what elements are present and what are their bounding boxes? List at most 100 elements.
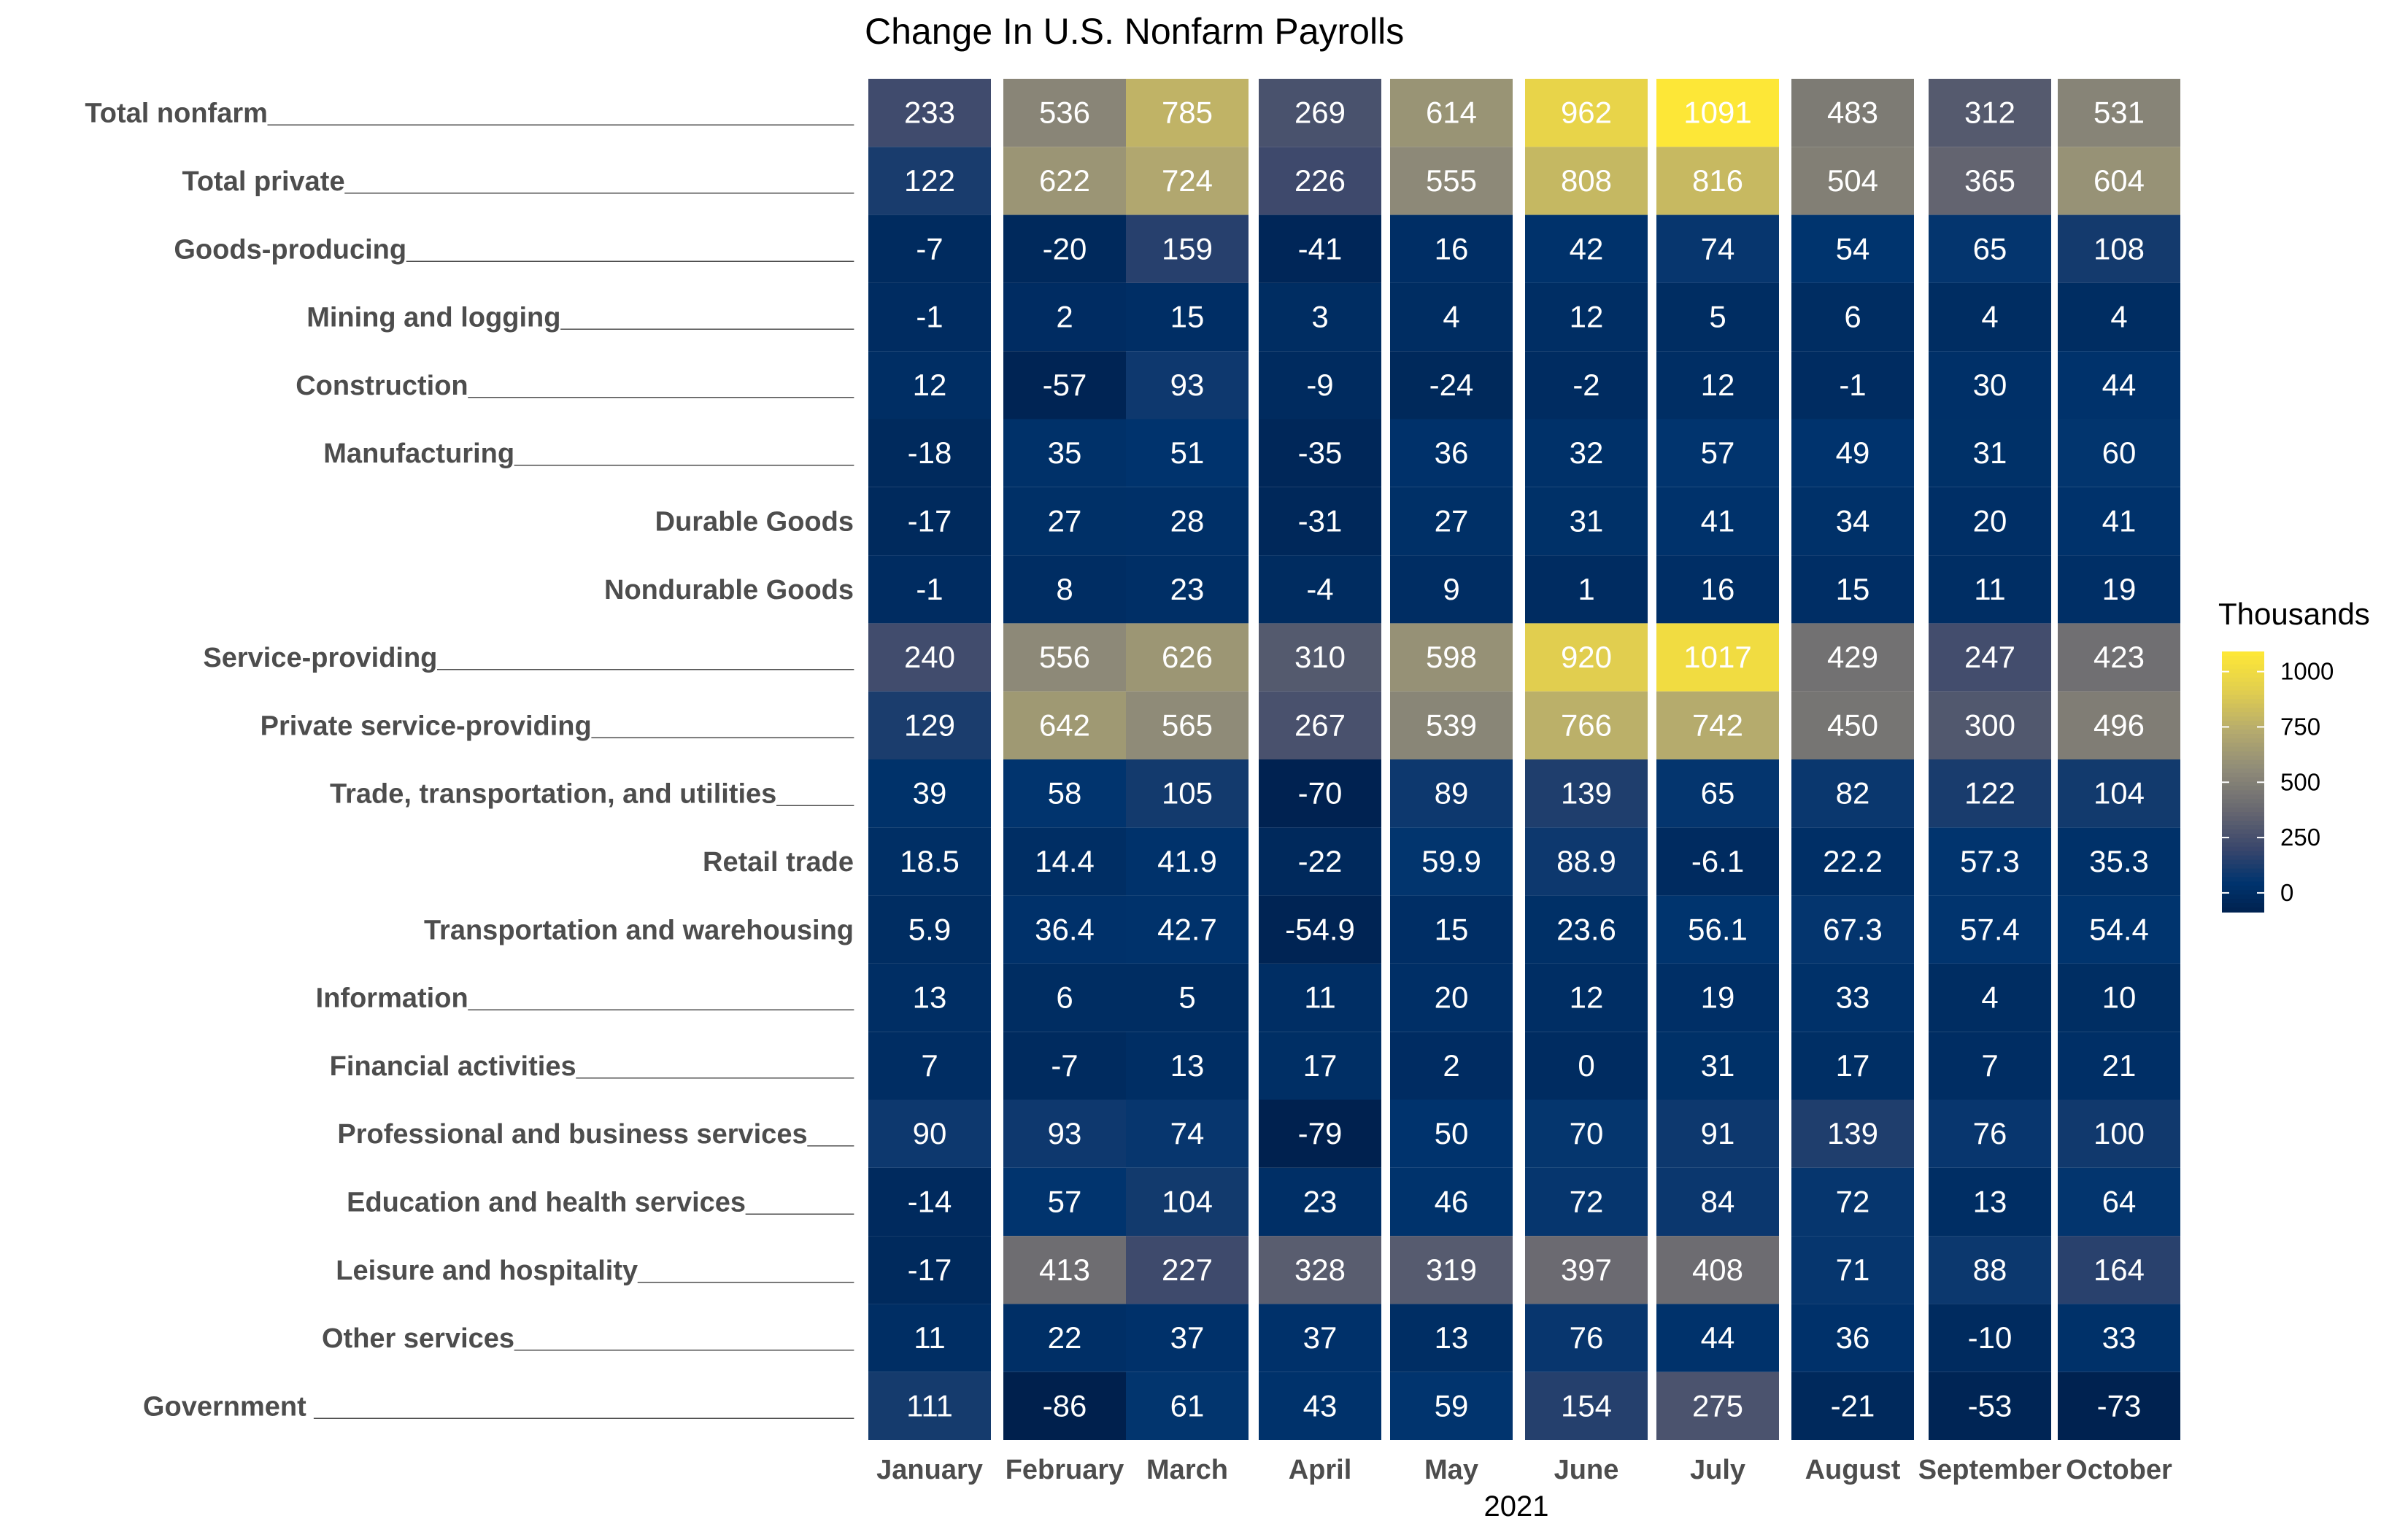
cell-value-label: 34 bbox=[1836, 503, 1870, 538]
cell-value-label: 14.4 bbox=[1035, 844, 1095, 878]
heatmap-cell bbox=[1525, 419, 1648, 487]
heatmap-cell bbox=[1003, 214, 1126, 283]
cell-value-label: 6 bbox=[1056, 980, 1073, 1015]
cell-value-label: -31 bbox=[1298, 503, 1343, 538]
heatmap-cell bbox=[1656, 79, 1779, 147]
column-label: August bbox=[1805, 1455, 1901, 1485]
cell-value-label: 13 bbox=[1435, 1320, 1469, 1355]
cell-value-label: 0 bbox=[1578, 1048, 1594, 1083]
cell-value-label: 84 bbox=[1701, 1184, 1735, 1218]
heatmap-cell bbox=[1003, 691, 1126, 759]
cell-value-label: 91 bbox=[1701, 1116, 1735, 1150]
cell-value-label: 310 bbox=[1294, 640, 1346, 674]
row-label: Education and health services_______ bbox=[347, 1187, 854, 1218]
cell-value-label: -20 bbox=[1043, 231, 1087, 266]
heatmap-cell bbox=[1656, 1236, 1779, 1304]
legend-colorbar-segment bbox=[2222, 681, 2264, 687]
heatmap-cell bbox=[1390, 282, 1513, 352]
heatmap-cell bbox=[2058, 1304, 2180, 1372]
heatmap-cell bbox=[1003, 555, 1126, 624]
cell-value-label: -7 bbox=[916, 231, 943, 266]
row-label: Transportation and warehousing bbox=[424, 915, 854, 945]
heatmap-cell bbox=[1003, 487, 1126, 556]
color-legend: Thousands 0 250 500 750 1000 bbox=[2218, 597, 2370, 913]
cell-value-label: 72 bbox=[1570, 1184, 1604, 1218]
heatmap-cell bbox=[1003, 963, 1126, 1032]
cell-value-label: 11 bbox=[1974, 572, 2006, 606]
heatmap-cell bbox=[1126, 1236, 1249, 1304]
heatmap-cell bbox=[2058, 214, 2180, 283]
legend-ticks: 0 250 500 750 1000 bbox=[2222, 658, 2334, 906]
heatmap-cell bbox=[868, 895, 991, 964]
legend-colorbar-segment bbox=[2222, 651, 2264, 657]
heatmap-cell bbox=[868, 1099, 991, 1168]
cell-value-label: 22 bbox=[1048, 1320, 1082, 1355]
heatmap-cell bbox=[1929, 487, 2051, 556]
cell-value-label: 36 bbox=[1435, 436, 1469, 470]
heatmap-cell bbox=[1929, 623, 2051, 692]
cell-value-label: 33 bbox=[2102, 1320, 2137, 1355]
heatmap-cell bbox=[868, 623, 991, 692]
legend-colorbar-segment bbox=[2222, 846, 2264, 852]
heatmap-cell bbox=[2058, 963, 2180, 1032]
heatmap-cell bbox=[1656, 1167, 1779, 1237]
cell-value-label: 30 bbox=[1973, 368, 2007, 402]
row-label: Information_________________________ bbox=[316, 983, 854, 1014]
legend-colorbar-segment bbox=[2222, 734, 2264, 739]
cell-value-label: 319 bbox=[1426, 1253, 1477, 1287]
heatmap-cell bbox=[1929, 1167, 2051, 1237]
heatmap-cell bbox=[1259, 487, 1381, 556]
cell-value-label: 31 bbox=[1570, 503, 1604, 538]
heatmap-cell bbox=[1791, 214, 1914, 283]
heatmap-cell bbox=[1390, 895, 1513, 964]
heatmap-cell bbox=[1390, 79, 1513, 147]
cell-value-label: 328 bbox=[1294, 1253, 1346, 1287]
cell-value-label: 962 bbox=[1561, 96, 1612, 130]
heatmap-cell bbox=[1525, 1372, 1648, 1440]
heatmap-cell bbox=[868, 691, 991, 759]
cell-value-label: 105 bbox=[1162, 776, 1213, 811]
cell-value-label: 51 bbox=[1170, 436, 1205, 470]
legend-colorbar-segment bbox=[2222, 673, 2264, 678]
heatmap-cell bbox=[1126, 79, 1249, 147]
legend-colorbar-segment bbox=[2222, 690, 2264, 696]
cell-value-label: 76 bbox=[1973, 1116, 2007, 1150]
heatmap-cell bbox=[1791, 895, 1914, 964]
legend-colorbar-segment bbox=[2222, 725, 2264, 730]
heatmap-cell bbox=[868, 214, 991, 283]
cell-value-label: 413 bbox=[1039, 1253, 1090, 1287]
column-label: September bbox=[1918, 1455, 2062, 1485]
cell-value-label: 267 bbox=[1294, 708, 1346, 742]
heatmap-cell bbox=[1003, 79, 1126, 147]
heatmap-cell bbox=[1003, 351, 1126, 419]
cell-value-label: 766 bbox=[1561, 708, 1612, 742]
heatmap-cell bbox=[1390, 555, 1513, 624]
heatmap-cell bbox=[1791, 1167, 1914, 1237]
heatmap-cell bbox=[1390, 1167, 1513, 1237]
cell-value-label: 9 bbox=[1443, 572, 1459, 606]
cell-value-label: 13 bbox=[1170, 1048, 1205, 1083]
cell-value-label: -1 bbox=[1839, 368, 1866, 402]
cell-value-label: 227 bbox=[1162, 1253, 1213, 1287]
legend-colorbar-segment bbox=[2222, 868, 2264, 874]
cell-value-label: 13 bbox=[913, 980, 947, 1015]
legend-colorbar-segment bbox=[2222, 781, 2264, 787]
heatmap-cell bbox=[1126, 1372, 1249, 1440]
heatmap-cell bbox=[1259, 419, 1381, 487]
cell-value-label: 15 bbox=[1435, 912, 1469, 946]
heatmap-cell bbox=[1126, 895, 1249, 964]
cell-value-label: 122 bbox=[1964, 776, 2015, 811]
heatmap-cell bbox=[1929, 759, 2051, 828]
heatmap-cell bbox=[868, 351, 991, 419]
cell-value-label: 920 bbox=[1561, 640, 1612, 674]
heatmap-cell bbox=[1003, 895, 1126, 964]
heatmap-cell bbox=[1929, 555, 2051, 624]
heatmap-cell bbox=[868, 1032, 991, 1100]
legend-colorbar-segment bbox=[2222, 759, 2264, 765]
cell-value-label: 31 bbox=[1701, 1048, 1735, 1083]
cell-value-label: 31 bbox=[1973, 436, 2007, 470]
heatmap-cell bbox=[2058, 1167, 2180, 1237]
legend-tick-label: 1000 bbox=[2280, 658, 2334, 685]
cell-value-label: 90 bbox=[913, 1116, 947, 1150]
heatmap-cell bbox=[1390, 1099, 1513, 1168]
